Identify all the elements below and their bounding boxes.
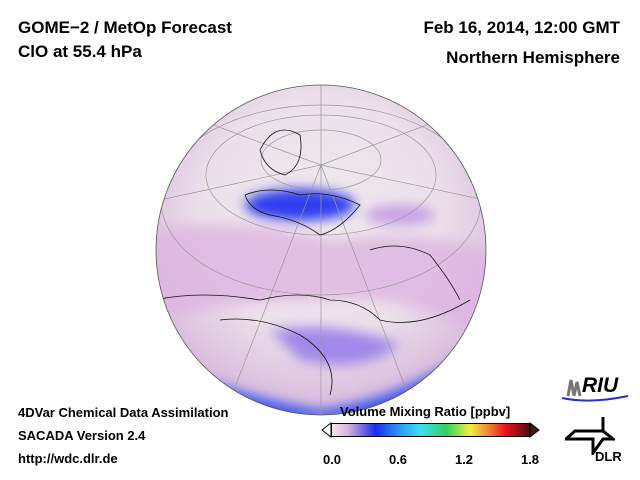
colorbar bbox=[331, 423, 530, 437]
footer-method: 4DVar Chemical Data Assimilation bbox=[18, 405, 229, 420]
region: Northern Hemisphere bbox=[446, 48, 620, 67]
colorbar-tick: 1.2 bbox=[454, 452, 474, 467]
datetime: Feb 16, 2014, 12:00 GMT bbox=[423, 18, 620, 37]
colorbar-tick: 0.6 bbox=[388, 452, 408, 467]
product-title: GOME−2 / MetOp Forecast bbox=[18, 18, 232, 37]
colorbar-arrows bbox=[321, 422, 540, 438]
colorbar-tick: 0.0 bbox=[322, 452, 342, 467]
coastlines bbox=[156, 129, 471, 396]
colorbar-tick: 1.8 bbox=[520, 452, 540, 467]
colorbar-title: Volume Mixing Ratio [ppbv] bbox=[340, 404, 511, 419]
species-level: ClO at 55.4 hPa bbox=[18, 42, 142, 61]
dlr-logo: DLR bbox=[565, 415, 630, 465]
footer-version: SACADA Version 2.4 bbox=[18, 428, 146, 443]
clo-maximum bbox=[245, 189, 355, 221]
riu-logo: RIU bbox=[560, 374, 630, 404]
footer-url[interactable]: http://wdc.dlr.de bbox=[18, 451, 118, 466]
